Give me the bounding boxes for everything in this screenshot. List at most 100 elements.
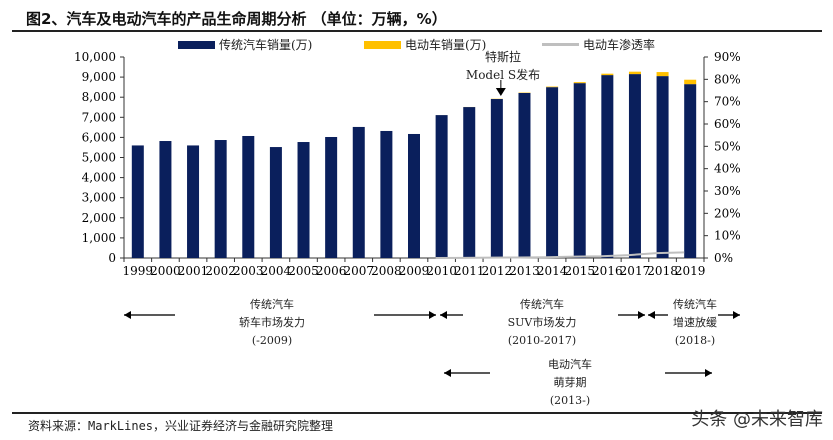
- y2-tick-label: 30%: [714, 184, 741, 198]
- x-tick-label: 2008: [371, 264, 402, 278]
- legend-item-penetration: 电动车渗透率: [542, 36, 655, 53]
- bar-ice-2000: [159, 141, 172, 258]
- y2-tick-label: 20%: [714, 206, 741, 220]
- x-tick-label: 2000: [150, 264, 181, 278]
- bar-ev-2016: [601, 73, 614, 76]
- y2-tick-label: 50%: [714, 139, 741, 153]
- bar-ice-2001: [187, 145, 200, 258]
- figure-title: 图2、汽车及电动汽车的产品生命周期分析 （单位：万辆，%）: [26, 10, 447, 28]
- bar-ice-2019: [684, 84, 697, 258]
- x-tick-label: 2006: [316, 264, 347, 278]
- bar-ice-2009: [408, 133, 420, 258]
- y-tick-label: 3,000: [82, 191, 116, 205]
- y-tick-label: 0: [108, 251, 116, 265]
- bar-ev-2018: [656, 72, 669, 77]
- bar-ice-2007: [352, 126, 365, 258]
- x-tick-label: 2018: [647, 264, 678, 278]
- arrow-ev-left-head: [444, 369, 451, 377]
- y2-tick-label: 0%: [714, 251, 733, 265]
- x-tick-label: 2013: [509, 264, 540, 278]
- bar-ice-2016: [601, 75, 614, 258]
- y-tick-label: 7,000: [82, 110, 116, 124]
- y2-tick-label: 70%: [714, 95, 741, 109]
- y-tick-label: 5,000: [82, 151, 116, 165]
- x-tick-label: 2010: [426, 264, 457, 278]
- x-tick-label: 2004: [261, 264, 292, 278]
- y2-tick-label: 60%: [714, 117, 741, 131]
- x-tick-label: 2015: [564, 264, 595, 278]
- bar-ice-2004: [269, 147, 282, 258]
- phase-suv: 传统汽车 SUV市场发力 (2010-2017): [507, 298, 577, 347]
- x-tick-label: 2005: [288, 264, 319, 278]
- x-tick-label: 2003: [233, 264, 264, 278]
- bar-ev-2014: [546, 86, 559, 88]
- y2-tick-label: 40%: [714, 162, 741, 176]
- bar-ice-2002: [214, 140, 227, 258]
- x-tick-label: 2019: [675, 264, 706, 278]
- bar-ice-2011: [463, 107, 476, 258]
- arrow-slow-right-head: [733, 311, 740, 319]
- bar-ice-2015: [573, 83, 586, 258]
- y-tick-label: 1,000: [82, 231, 116, 245]
- x-tick-label: 2001: [178, 264, 209, 278]
- legend-item-ev: 电动车销量(万): [364, 36, 486, 53]
- annotation-line2: Model S发布: [465, 68, 541, 82]
- legend-swatch: [364, 40, 401, 49]
- source-note: 资料来源：MarkLines，兴业证券经济与金融研究院整理: [28, 419, 334, 433]
- y2-tick-label: 80%: [714, 72, 741, 86]
- x-tick-label: 2014: [537, 264, 568, 278]
- bar-ice-2006: [325, 136, 338, 258]
- bar-ice-2003: [242, 135, 255, 258]
- x-tick-label: 2017: [620, 264, 651, 278]
- penetration-line: [435, 251, 685, 259]
- arrow-suv-left-head: [440, 311, 447, 319]
- bar-ice-2017: [628, 74, 641, 259]
- legend-item-ice: 传统汽车销量(万): [178, 36, 312, 53]
- x-tick-label: 2016: [592, 264, 623, 278]
- x-tick-label: 2009: [399, 264, 430, 278]
- bar-ice-2008: [380, 130, 393, 258]
- y-tick-label: 6,000: [82, 130, 116, 144]
- y2-tick-label: 90%: [714, 50, 741, 64]
- y-tick-label: 2,000: [82, 211, 116, 225]
- arrow-suv-right-head: [638, 311, 645, 319]
- y-tick-label: 8,000: [82, 90, 116, 104]
- legend-swatch: [178, 40, 215, 49]
- annotation-arrow-head: [495, 88, 506, 96]
- legend-label: 传统汽车销量(万): [219, 38, 313, 52]
- bar-ice-2014: [546, 87, 559, 259]
- watermark: 头条 @未来智库: [691, 409, 823, 430]
- phase-slowdown: 传统汽车 增速放缓 (2018-): [673, 298, 717, 347]
- annotation-line1: 特斯拉: [484, 50, 521, 64]
- arrow-sedan-right-head: [429, 311, 436, 319]
- y-tick-label: 10,000: [74, 50, 116, 64]
- top-rule: [12, 30, 822, 32]
- legend-label: 电动车渗透率: [583, 38, 656, 52]
- legend-label: 电动车销量(万): [405, 38, 487, 52]
- arrow-slow-left-head: [648, 311, 655, 319]
- y2-tick-label: 10%: [714, 229, 741, 243]
- arrow-sedan-left-head: [124, 311, 131, 319]
- bar-ice-2005: [297, 142, 310, 258]
- bar-ice-2013: [518, 92, 531, 258]
- y-tick-label: 9,000: [82, 70, 116, 84]
- bar-ice-2010: [435, 115, 448, 259]
- bar-ev-2019: [684, 79, 697, 85]
- x-tick-label: 2002: [205, 264, 236, 278]
- x-tick-label: 2007: [343, 264, 374, 278]
- bar-ev-2017: [628, 71, 641, 75]
- bottom-rule: [12, 412, 822, 414]
- bar-ice-2012: [490, 99, 503, 258]
- phase-ev: 电动汽车 萌芽期 (2013-): [548, 358, 592, 407]
- bar-ice-2018: [656, 76, 669, 258]
- phase-sedan: 传统汽车 轿车市场发力 (-2009): [239, 298, 305, 347]
- legend-swatch: [542, 43, 579, 46]
- y-tick-label: 4,000: [82, 171, 116, 185]
- bar-ice-1999: [131, 145, 144, 258]
- x-tick-label: 2011: [454, 264, 485, 278]
- x-tick-label: 1999: [123, 264, 154, 278]
- arrow-ev-right-head: [705, 369, 712, 377]
- bar-ev-2015: [573, 82, 586, 84]
